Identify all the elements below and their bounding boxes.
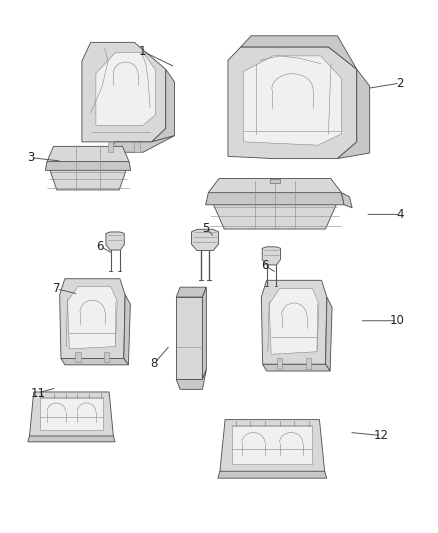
Polygon shape [60,279,125,359]
Text: 2: 2 [396,77,404,90]
Polygon shape [277,358,283,368]
Text: 7: 7 [53,282,60,295]
Polygon shape [152,69,174,142]
Text: 4: 4 [396,208,404,221]
Polygon shape [106,232,124,250]
Polygon shape [262,247,281,265]
Polygon shape [261,280,327,365]
Polygon shape [233,425,312,464]
Polygon shape [67,287,117,349]
Polygon shape [306,358,311,368]
Polygon shape [75,352,81,362]
Polygon shape [228,47,357,159]
Polygon shape [342,192,352,208]
Polygon shape [82,42,166,142]
Polygon shape [29,392,113,441]
Text: 11: 11 [30,386,45,400]
Polygon shape [39,397,103,430]
Polygon shape [205,192,344,205]
Polygon shape [269,179,280,183]
Text: 5: 5 [202,222,210,235]
Text: 8: 8 [151,357,158,370]
Polygon shape [337,69,370,159]
Polygon shape [220,419,325,477]
Polygon shape [241,36,357,69]
Polygon shape [46,161,131,171]
Polygon shape [108,136,174,152]
Polygon shape [208,179,342,229]
Text: 6: 6 [261,259,268,272]
Polygon shape [28,436,115,442]
Polygon shape [176,287,206,297]
Text: 1: 1 [139,45,146,58]
Polygon shape [325,297,332,371]
Text: 12: 12 [374,429,389,442]
Polygon shape [124,295,131,365]
Text: 10: 10 [390,314,405,327]
Polygon shape [104,352,110,362]
Polygon shape [47,147,129,190]
Polygon shape [244,56,341,145]
Polygon shape [202,287,206,379]
Text: 6: 6 [96,240,104,253]
Polygon shape [134,142,140,152]
Polygon shape [176,297,202,379]
Polygon shape [218,471,327,478]
Polygon shape [176,369,206,389]
Polygon shape [108,142,113,152]
Polygon shape [263,365,330,371]
Polygon shape [191,229,219,251]
Text: 3: 3 [27,151,34,164]
Polygon shape [96,53,155,125]
Polygon shape [269,289,319,354]
Polygon shape [61,359,128,365]
